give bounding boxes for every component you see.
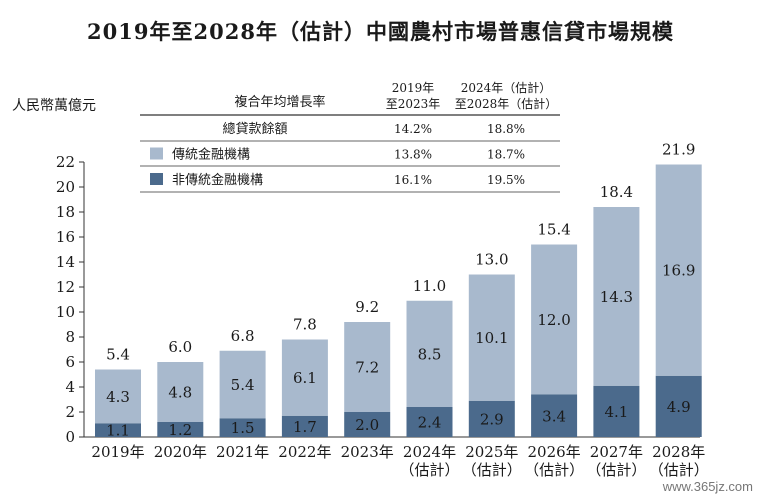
bar-segment-traditional xyxy=(157,362,204,422)
chart-title: 2019年至2028年（估計）中國農村市場普惠信貸市場規模 xyxy=(87,19,674,44)
data-label-non-traditional: 1.5 xyxy=(231,419,255,437)
x-tick-sublabel: （估計） xyxy=(586,461,646,479)
y-tick-label: 2 xyxy=(65,403,75,421)
data-label-non-traditional: 1.2 xyxy=(168,421,192,439)
data-label-total: 6.8 xyxy=(231,327,255,345)
y-axis-label: 人民幣萬億元 xyxy=(12,98,96,114)
bar-segment-non-traditional xyxy=(344,412,391,437)
bar-segment-traditional xyxy=(281,339,328,416)
bar-segment-non-traditional xyxy=(406,407,453,437)
bar-segment-non-traditional xyxy=(593,385,640,437)
cagr-row-value-1: 13.8% xyxy=(394,148,432,162)
x-tick-label: 2023年 xyxy=(341,443,394,461)
data-label-traditional: 6.1 xyxy=(293,369,317,387)
bar-segment-traditional xyxy=(593,207,640,386)
data-label-non-traditional: 1.7 xyxy=(293,418,317,436)
x-tick-label: 2027年 xyxy=(590,443,643,461)
watermark: www.365jz.com xyxy=(662,479,753,494)
data-label-non-traditional: 2.0 xyxy=(355,416,379,434)
cagr-row-label: 總貸款餘額 xyxy=(222,121,287,137)
data-label-traditional: 7.2 xyxy=(355,359,379,377)
x-tick-sublabel: （估計） xyxy=(649,461,709,479)
cagr-header-label: 複合年均增長率 xyxy=(234,94,325,110)
x-tick-sublabel: （估計） xyxy=(524,461,584,479)
y-tick-label: 18 xyxy=(56,203,75,221)
data-label-traditional: 5.4 xyxy=(231,376,255,394)
cagr-col2-header-line2: 至2028年（估計） xyxy=(455,96,558,111)
x-tick-label: 2026年 xyxy=(528,443,581,461)
data-label-traditional: 4.8 xyxy=(168,384,192,402)
bar-segment-traditional xyxy=(531,244,578,395)
cagr-row-value-1: 14.2% xyxy=(394,122,432,136)
data-label-non-traditional: 2.4 xyxy=(418,414,442,432)
data-label-traditional: 8.5 xyxy=(418,345,442,363)
bar-segment-traditional xyxy=(406,300,453,407)
x-tick-label: 2022年 xyxy=(278,443,331,461)
data-label-traditional: 10.1 xyxy=(475,329,508,347)
bar-segment-non-traditional xyxy=(281,415,328,437)
x-tick-label: 2021年 xyxy=(216,443,269,461)
bar-segment-traditional xyxy=(219,350,266,419)
legend-swatch xyxy=(150,147,163,160)
x-tick-sublabel: （估計） xyxy=(462,461,522,479)
data-label-total: 5.4 xyxy=(106,346,130,364)
cagr-col2-header-line1: 2024年（估計） xyxy=(461,80,552,95)
y-tick-label: 16 xyxy=(56,228,75,246)
x-tick-label: 2019年 xyxy=(91,443,144,461)
cagr-row-value-1: 16.1% xyxy=(394,173,432,187)
y-tick-label: 8 xyxy=(65,328,75,346)
cagr-row-label: 傳統金融機構 xyxy=(172,147,250,163)
y-tick-label: 4 xyxy=(65,378,75,396)
data-label-traditional: 16.9 xyxy=(662,262,695,280)
y-tick-label: 6 xyxy=(65,353,75,371)
x-tick-label: 2024年 xyxy=(403,443,456,461)
bar-segment-non-traditional xyxy=(468,400,515,437)
bar-segment-traditional xyxy=(468,274,515,401)
bar-segment-non-traditional xyxy=(157,422,204,437)
cagr-col1-header-line1: 2019年 xyxy=(392,81,435,95)
bar-segment-traditional xyxy=(344,322,391,412)
data-label-non-traditional: 3.4 xyxy=(542,407,566,425)
data-label-non-traditional: 2.9 xyxy=(480,410,504,428)
legend-swatch xyxy=(150,173,163,185)
bar-segment-traditional xyxy=(655,164,702,376)
data-label-total: 6.0 xyxy=(168,338,192,356)
y-tick-label: 0 xyxy=(65,428,75,446)
bar-segment-non-traditional xyxy=(655,375,702,437)
bar-segment-non-traditional xyxy=(219,418,266,437)
data-label-traditional: 4.3 xyxy=(106,388,130,406)
x-tick-label: 2028年 xyxy=(652,443,705,461)
data-label-total: 7.8 xyxy=(293,316,317,334)
bar-segment-non-traditional xyxy=(531,394,578,437)
data-label-total: 11.0 xyxy=(413,277,446,295)
y-tick-label: 14 xyxy=(56,253,75,271)
bar-segment-non-traditional xyxy=(95,423,141,437)
cagr-row-value-2: 18.8% xyxy=(487,122,525,136)
bar-segment-traditional xyxy=(95,369,141,424)
x-tick-label: 2020年 xyxy=(154,443,207,461)
data-label-total: 21.9 xyxy=(662,141,695,159)
data-label-total: 9.2 xyxy=(355,298,379,316)
data-label-total: 18.4 xyxy=(600,183,633,201)
data-label-total: 15.4 xyxy=(537,221,570,239)
data-label-non-traditional: 1.1 xyxy=(106,422,130,440)
x-tick-label: 2025年 xyxy=(465,443,518,461)
data-label-non-traditional: 4.9 xyxy=(667,398,691,416)
y-tick-label: 22 xyxy=(56,153,75,171)
cagr-row-label: 非傳統金融機構 xyxy=(172,172,263,188)
data-label-non-traditional: 4.1 xyxy=(604,403,628,421)
data-label-traditional: 12.0 xyxy=(537,311,570,329)
cagr-col1-header-line2: 至2023年 xyxy=(386,97,441,111)
y-tick-label: 12 xyxy=(56,278,75,296)
data-label-traditional: 14.3 xyxy=(600,288,633,306)
cagr-row-value-2: 18.7% xyxy=(487,148,525,162)
data-label-total: 13.0 xyxy=(475,251,508,269)
y-tick-label: 20 xyxy=(56,178,75,196)
cagr-row-value-2: 19.5% xyxy=(487,173,525,187)
x-tick-sublabel: （估計） xyxy=(399,461,459,479)
y-tick-label: 10 xyxy=(56,303,75,321)
